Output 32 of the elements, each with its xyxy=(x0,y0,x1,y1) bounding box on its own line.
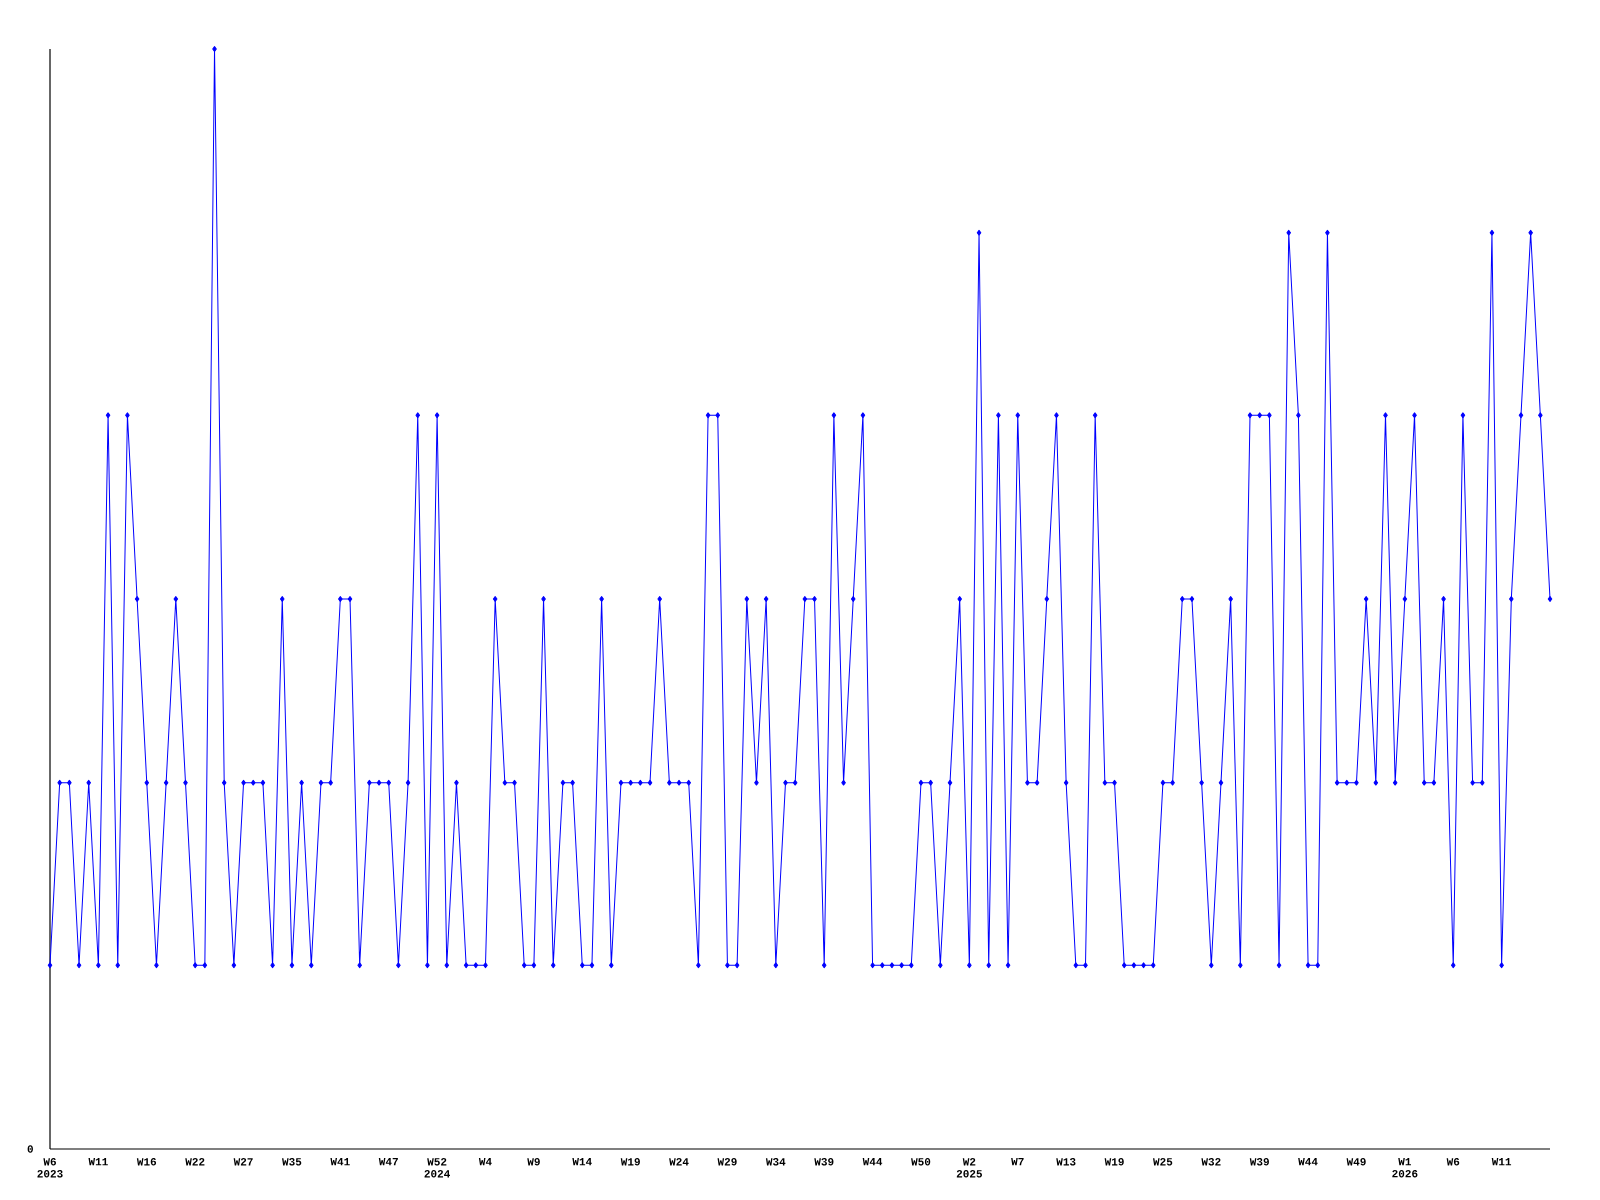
x-tick-label: W24 xyxy=(669,1158,689,1166)
x-tick-label: W7 xyxy=(1011,1158,1024,1166)
x-tick-label: W4 xyxy=(478,1158,492,1166)
x-tick-label: W13 xyxy=(1056,1158,1076,1166)
x-tick-label: W22 xyxy=(185,1158,205,1166)
x-tick-label: W19 xyxy=(620,1158,640,1166)
x-tick-label: W6 xyxy=(1446,1158,1460,1166)
x-tick-label: W16 xyxy=(136,1158,157,1166)
x-tick-label: W11 xyxy=(1491,1158,1512,1166)
x-tick-label: W14 xyxy=(572,1158,592,1166)
x-tick-label: W32 xyxy=(1201,1158,1221,1166)
x-tick-label: W1 2026 xyxy=(1392,1158,1418,1178)
x-tick-label: W39 xyxy=(1249,1158,1269,1166)
x-tick-label: W19 xyxy=(1104,1158,1124,1166)
x-tick-label: W29 xyxy=(717,1158,737,1166)
x-tick-label: W34 xyxy=(765,1158,786,1166)
x-tick-label: W47 xyxy=(378,1158,398,1166)
x-tick-label: W49 xyxy=(1346,1158,1366,1166)
x-tick-label: W6 2023 xyxy=(37,1158,63,1178)
x-tick-label: W50 xyxy=(911,1158,931,1166)
x-tick-label: W27 xyxy=(233,1158,253,1166)
x-tick-label: W9 xyxy=(527,1158,540,1166)
x-tick-label: W39 xyxy=(814,1158,834,1166)
x-tick-label: W11 xyxy=(88,1158,108,1166)
x-tick-label: W44 xyxy=(862,1158,883,1166)
x-tick-label: W44 xyxy=(1298,1158,1318,1166)
x-tick-label: W25 xyxy=(1153,1158,1173,1166)
text: 0 xyxy=(27,1145,33,1153)
x-tick-label: W35 xyxy=(282,1158,302,1166)
x-tick-label: W41 xyxy=(330,1158,350,1166)
x-tick-label: W2 2025 xyxy=(956,1158,982,1178)
x-tick-label: W52 2024 xyxy=(424,1158,450,1178)
